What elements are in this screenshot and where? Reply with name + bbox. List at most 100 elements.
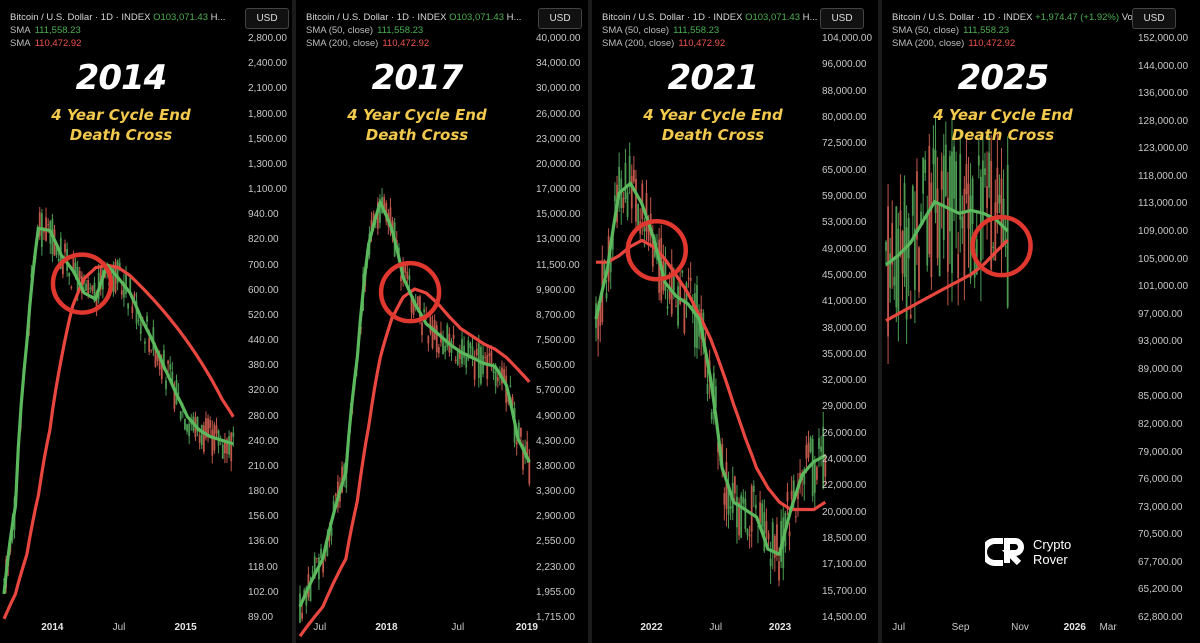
candle-body: [748, 534, 751, 537]
y-tick-label: 53,000.00: [822, 217, 867, 229]
y-tick-label: 23,000.00: [536, 133, 581, 145]
candle-body: [423, 309, 426, 313]
candle-body: [315, 557, 318, 559]
candle-body: [456, 349, 459, 365]
candle-body: [698, 319, 700, 337]
x-tick-label: Sep: [951, 622, 970, 633]
candle-body: [818, 437, 820, 449]
candle-body: [137, 320, 140, 322]
y-tick-label: 88,000.00: [822, 85, 867, 97]
y-tick-label: 14,500.00: [822, 612, 867, 623]
chart-svg-2017: [298, 188, 531, 638]
death-cross-circle: [970, 214, 1033, 278]
plot-area-2017[interactable]: [296, 0, 538, 643]
y-tick-label: 102.00: [248, 586, 279, 598]
candle-body: [813, 460, 816, 493]
candle-body: [790, 490, 793, 500]
candle-body: [911, 186, 914, 216]
y-tick-label: 65,000.00: [822, 164, 867, 176]
currency-button[interactable]: USD: [820, 8, 864, 29]
y-tick-label: 62,800.00: [1138, 612, 1183, 623]
candle-body: [224, 442, 226, 454]
y-tick-label: 96,000.00: [822, 59, 867, 71]
candle-body: [299, 593, 301, 623]
candle-body: [951, 151, 953, 274]
candle-body: [973, 248, 976, 278]
candle-body: [1002, 198, 1005, 245]
candle-body: [628, 155, 631, 187]
candle-body: [897, 228, 900, 315]
plot-area-2021[interactable]: [592, 0, 834, 643]
candle-body: [112, 265, 115, 292]
y-tick-label: 26,000.00: [822, 427, 867, 439]
brand-name-line1: Crypto: [1033, 537, 1072, 552]
candle-body: [637, 203, 639, 228]
candle-body: [635, 178, 637, 222]
x-tick-label: 2022: [640, 622, 663, 633]
candle-body: [955, 161, 958, 212]
candle-body: [78, 270, 81, 279]
chart-svg-2025: [885, 114, 1033, 365]
candle-body: [343, 464, 346, 481]
sma-200-line: [885, 238, 1009, 323]
candle-body: [729, 506, 732, 509]
plot-area-2025[interactable]: [882, 0, 1124, 643]
candle-body: [57, 258, 60, 262]
currency-button[interactable]: USD: [538, 8, 582, 29]
candle-body: [740, 495, 743, 538]
candle-body: [940, 171, 943, 190]
candle-body: [710, 412, 713, 420]
y-tick-label: 7,500.00: [536, 335, 575, 347]
candle-body: [167, 360, 170, 364]
candle-body: [992, 246, 995, 249]
candle-body: [820, 446, 823, 452]
plot-area-2014[interactable]: [0, 0, 242, 643]
y-tick-label: 13,000.00: [536, 234, 581, 246]
legend-2021: Bitcoin / U.S. Dollar · 1D · INDEX O103,…: [602, 12, 818, 49]
candle-body: [794, 516, 797, 518]
x-tick-label: Jul: [709, 622, 723, 633]
candle-body: [416, 296, 419, 306]
candle-body: [763, 512, 766, 552]
currency-button[interactable]: USD: [245, 8, 289, 29]
y-tick-label: 24,000.00: [822, 454, 867, 466]
y-tick-label: 820.00: [248, 234, 279, 246]
candle-body: [672, 276, 675, 291]
candle-body: [727, 488, 730, 515]
currency-button[interactable]: USD: [1132, 8, 1176, 29]
candle-body: [484, 357, 487, 359]
candle-body: [599, 304, 602, 326]
candle-body: [520, 427, 522, 437]
subtitle-death-cross-2014: Death Cross: [69, 126, 173, 144]
candle-body: [630, 175, 633, 209]
candle-body: [120, 290, 123, 295]
y-tick-label: 67,700.00: [1138, 556, 1183, 568]
x-tick-label: Nov: [1011, 622, 1029, 633]
candle-body: [918, 247, 920, 293]
candle-body: [184, 418, 186, 430]
brand-name-line2: Rover: [1033, 552, 1068, 567]
y-tick-label: 34,000.00: [536, 58, 581, 70]
candle-body: [936, 188, 939, 259]
candle-body: [788, 531, 791, 537]
y-tick-label: 2,100.00: [248, 83, 287, 95]
candle-body: [480, 347, 482, 384]
candle-body: [681, 270, 684, 273]
candle-body: [89, 287, 92, 289]
candle-body: [305, 587, 308, 606]
candle-body: [909, 314, 912, 319]
candle-body: [773, 535, 776, 558]
y-tick-label: 240.00: [248, 435, 279, 447]
y-tick-label: 109,000.00: [1138, 226, 1189, 237]
y-tick-label: 940.00: [248, 209, 279, 221]
chart-svg-2021: [594, 142, 827, 587]
candle-body: [953, 146, 955, 199]
y-tick-label: 26,000.00: [536, 108, 581, 120]
candle-body: [198, 435, 201, 443]
candle-body: [891, 223, 894, 265]
subtitle-death-cross-2021: Death Cross: [661, 126, 765, 144]
y-tick-label: 1,100.00: [248, 184, 287, 196]
candle-body: [458, 350, 461, 359]
sma-50-line: [594, 181, 827, 556]
candle-body: [677, 286, 679, 326]
